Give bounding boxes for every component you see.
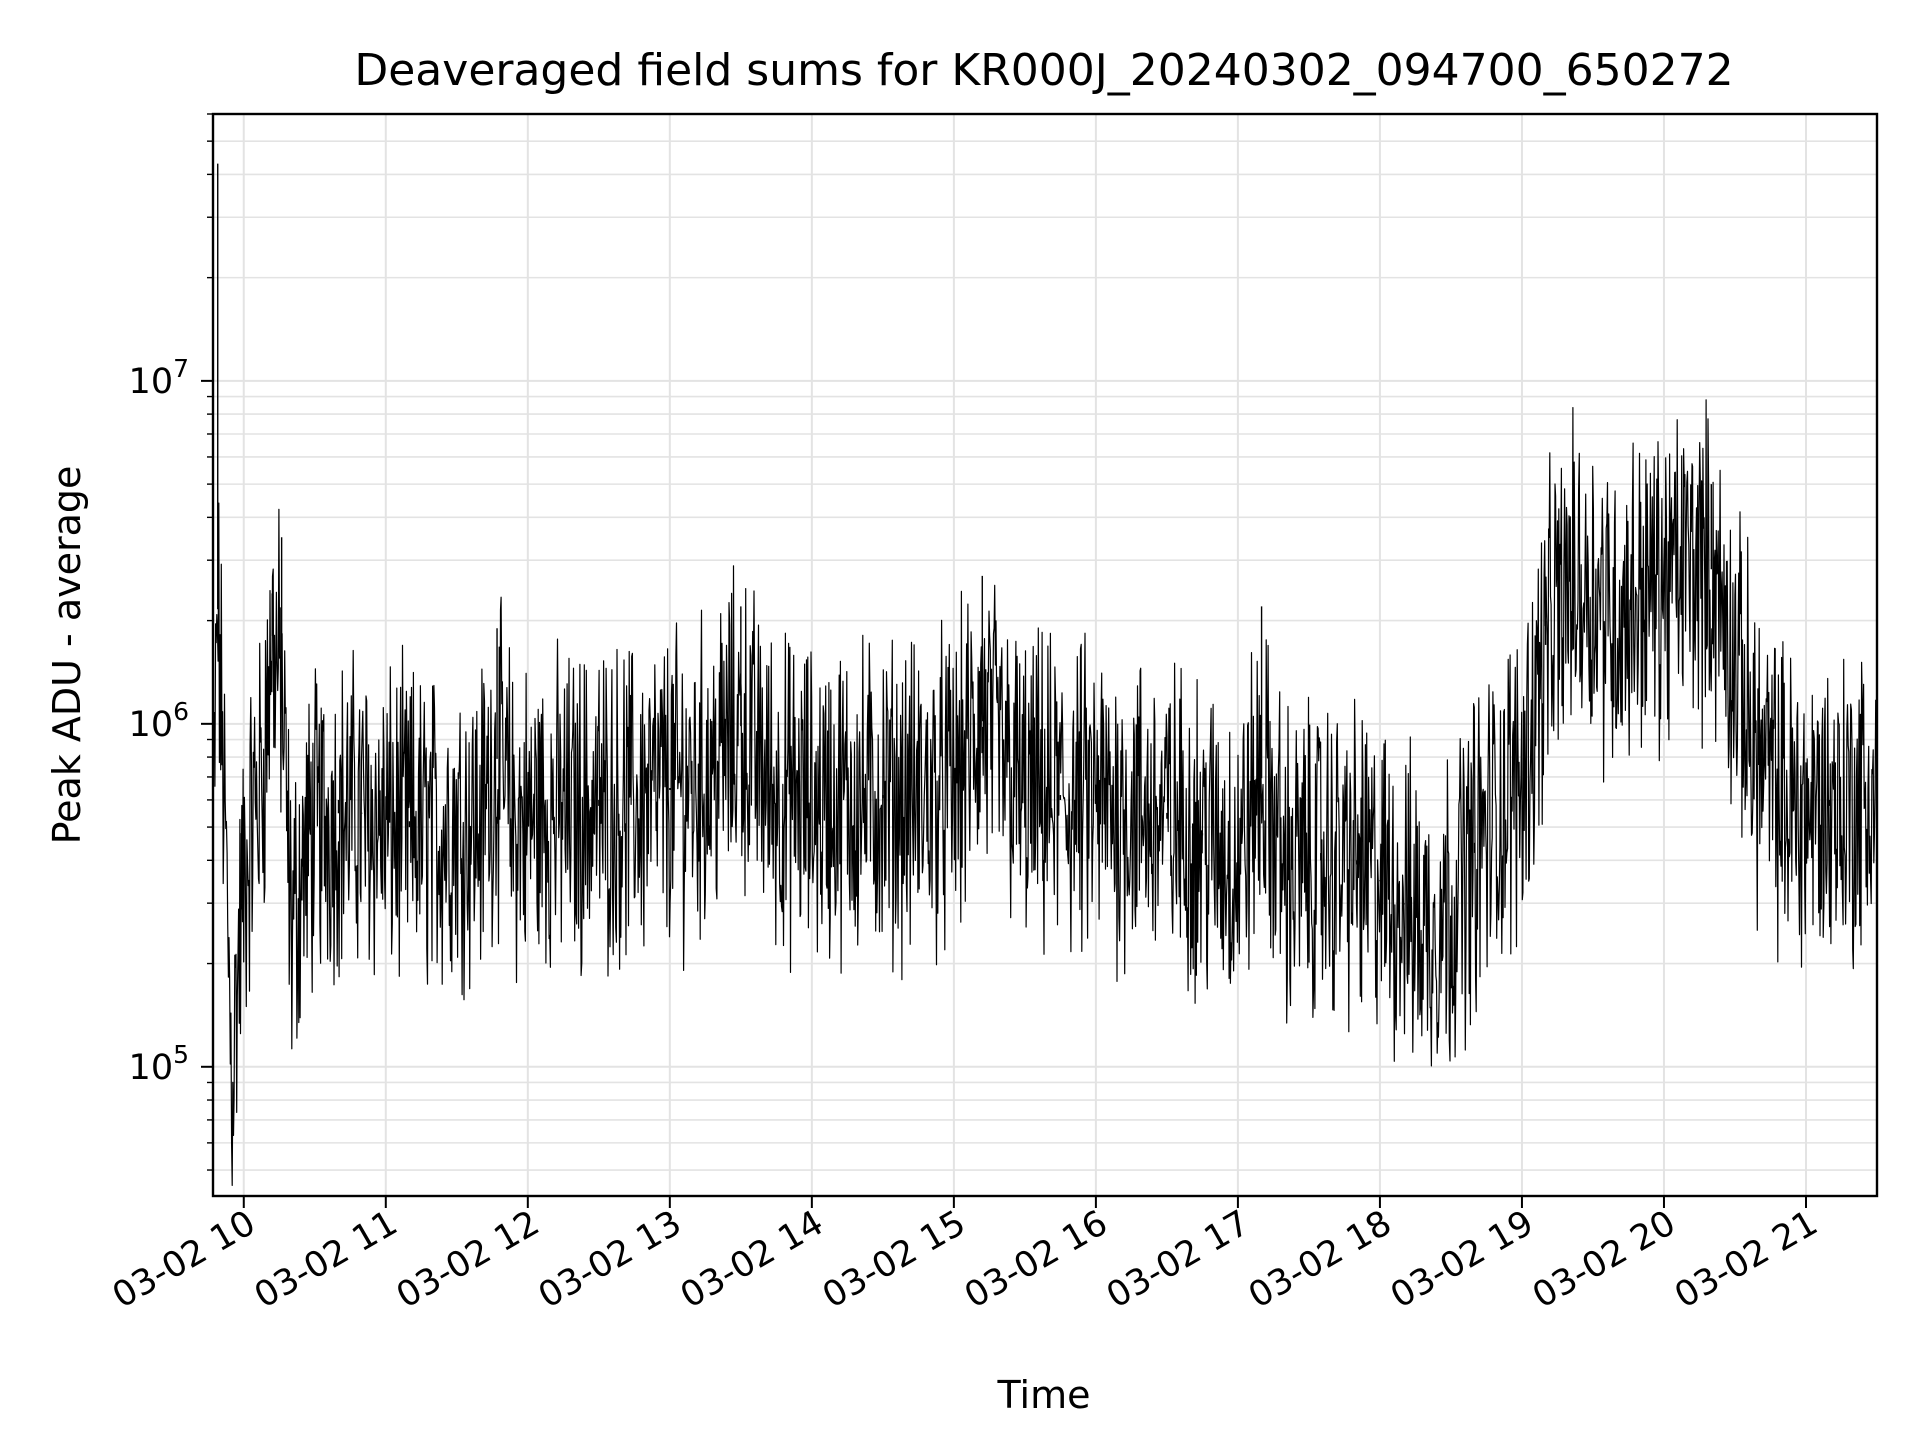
spike-layer [217, 163, 1878, 910]
chart-title: Deaveraged field sums for KR000J_2024030… [354, 45, 1733, 96]
x-axis-label: Time [997, 1373, 1091, 1417]
y-axis-label: Peak ADU - average [45, 466, 89, 845]
series-layer [212, 399, 1878, 1186]
y-tick-label: 105 [129, 1040, 189, 1088]
y-tick-label: 107 [129, 354, 189, 402]
y-axis: 105 106 107 [129, 113, 213, 1171]
series-line [212, 399, 1878, 1186]
y-tick-label: 106 [129, 697, 189, 745]
plot-frame [211, 112, 1879, 1198]
